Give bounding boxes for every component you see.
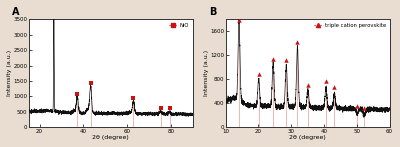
Legend: NiO: NiO bbox=[168, 22, 190, 29]
Y-axis label: Intensity (a.u.): Intensity (a.u.) bbox=[204, 50, 209, 96]
Text: B: B bbox=[209, 7, 216, 17]
X-axis label: 2θ (degree): 2θ (degree) bbox=[289, 135, 326, 140]
Legend: triple cation perovskite: triple cation perovskite bbox=[312, 22, 387, 29]
Y-axis label: Intensity (a.u.): Intensity (a.u.) bbox=[7, 50, 12, 96]
Text: A: A bbox=[12, 7, 20, 17]
X-axis label: 2θ (degree): 2θ (degree) bbox=[92, 135, 129, 140]
